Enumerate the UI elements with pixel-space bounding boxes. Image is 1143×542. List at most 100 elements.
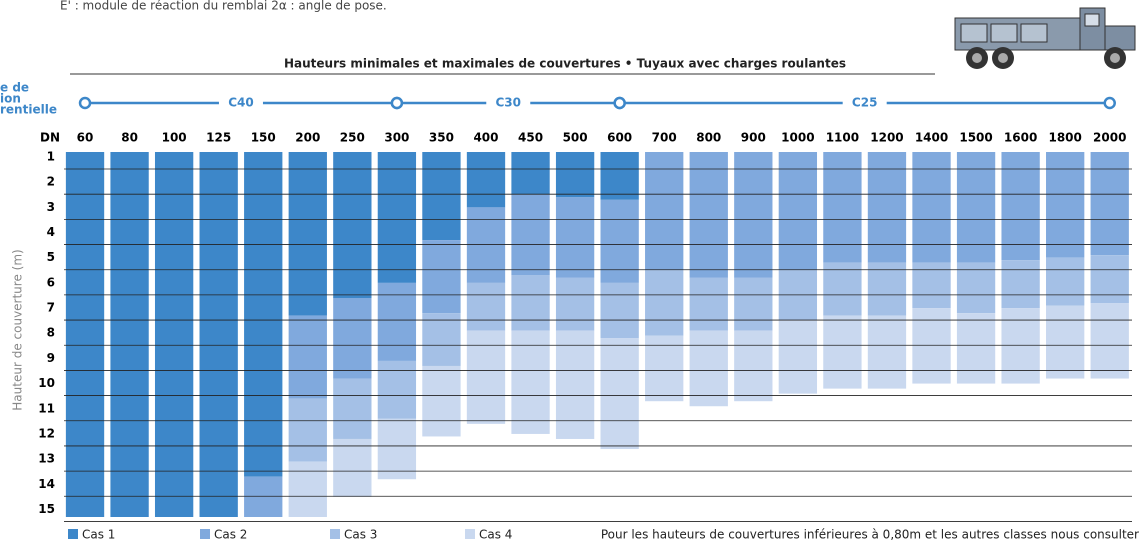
bar-segment [645, 152, 683, 270]
bar-segment [690, 331, 728, 407]
bar-segment [556, 152, 594, 197]
x-tick-label: 250 [340, 131, 365, 145]
x-tick-label: 1000 [781, 131, 814, 145]
class-node [80, 98, 90, 108]
y-tick-label: 10 [38, 376, 55, 390]
bar-segment [600, 152, 638, 200]
class-caption: rentielle [0, 103, 57, 117]
bar-segment [467, 152, 505, 207]
bar-segment [957, 263, 995, 313]
x-tick-label: 80 [121, 131, 138, 145]
bar-segment [734, 278, 772, 331]
class-label: C25 [852, 96, 878, 110]
bar-segment [690, 278, 728, 331]
legend-swatch [68, 529, 78, 539]
x-tick-label: 1100 [826, 131, 859, 145]
legend-swatch [330, 529, 340, 539]
bar-segment [155, 152, 193, 517]
x-tick-label: 300 [384, 131, 409, 145]
bar-segment [244, 152, 282, 477]
bar-segment [511, 275, 549, 330]
bar-segment [957, 152, 995, 263]
y-tick-label: 13 [38, 452, 55, 466]
class-label: C30 [496, 96, 522, 110]
bar-segment [1001, 260, 1039, 308]
y-tick-label: 6 [47, 275, 55, 289]
bar-segment [556, 197, 594, 278]
bar-segment [734, 152, 772, 278]
bar-segment [823, 152, 861, 263]
bar-segment [422, 152, 460, 240]
bar-segment [779, 321, 817, 394]
legend-swatch [200, 529, 210, 539]
y-axis-label: Hauteur de couverture (m) [11, 249, 25, 410]
x-tick-label: 1600 [1004, 131, 1037, 145]
bar-segment [912, 308, 950, 384]
legend-label: Cas 2 [214, 528, 247, 542]
x-tick-label: 1500 [959, 131, 992, 145]
bar-segment [333, 439, 371, 497]
y-tick-label: 11 [38, 401, 55, 415]
bar-segment [1091, 303, 1129, 379]
bar-segment [511, 152, 549, 195]
bar-segment [1046, 152, 1084, 258]
bar-segment [333, 298, 371, 379]
x-tick-label: 350 [429, 131, 454, 145]
y-tick-label: 15 [38, 502, 55, 516]
x-tick-label: 125 [206, 131, 231, 145]
header-note: E' : module de réaction du remblai 2α : … [60, 0, 387, 13]
bar-segment [1046, 306, 1084, 379]
y-tick-label: 1 [47, 150, 55, 164]
x-tick-label: 150 [251, 131, 276, 145]
legend-swatch [465, 529, 475, 539]
x-tick-label: 60 [77, 131, 94, 145]
bar-segment [333, 379, 371, 439]
bar-segment [289, 152, 327, 316]
x-tick-label: 1200 [870, 131, 903, 145]
y-tick-label: 4 [47, 225, 55, 239]
chart: E' : module de réaction du remblai 2α : … [0, 0, 1143, 542]
x-tick-label: 700 [652, 131, 677, 145]
x-tick-label: 600 [607, 131, 632, 145]
x-tick-label: 2000 [1093, 131, 1126, 145]
x-tick-label: 800 [696, 131, 721, 145]
class-node [1105, 98, 1115, 108]
bar-segment [556, 331, 594, 439]
bar-segment [779, 152, 817, 270]
legend-label: Cas 3 [344, 528, 377, 542]
bar-segment [467, 283, 505, 331]
y-tick-label: 12 [38, 426, 55, 440]
bar-segment [110, 152, 148, 517]
bar-segment [66, 152, 104, 517]
y-tick-label: 2 [47, 175, 55, 189]
bar-segment [289, 399, 327, 462]
bar-segment [378, 419, 416, 479]
bar-segment [200, 152, 238, 517]
bar-segment [289, 462, 327, 517]
bar-segment [467, 207, 505, 283]
bar-segment [868, 152, 906, 263]
bar-segment [600, 283, 638, 338]
bar-segment [378, 361, 416, 419]
bar-segment [1001, 308, 1039, 384]
bar-segment [1091, 152, 1129, 255]
bar-segment [422, 240, 460, 313]
y-tick-label: 9 [47, 351, 55, 365]
bar-segment [378, 152, 416, 283]
legend-label: Cas 4 [479, 528, 512, 542]
bar-segment [645, 270, 683, 335]
bar-segment [422, 313, 460, 366]
bar-segment [600, 200, 638, 283]
bar-segment [957, 313, 995, 383]
y-tick-label: 7 [47, 301, 55, 315]
bar-segment [244, 477, 282, 517]
x-tick-label: 400 [473, 131, 498, 145]
x-axis-label: DN [40, 131, 60, 145]
bar-segment [779, 270, 817, 320]
x-tick-label: 100 [162, 131, 187, 145]
bar-segment [511, 331, 549, 434]
y-tick-label: 5 [47, 250, 55, 264]
x-tick-label: 1400 [915, 131, 948, 145]
bar-segment [556, 278, 594, 331]
bar-segment [1091, 255, 1129, 303]
